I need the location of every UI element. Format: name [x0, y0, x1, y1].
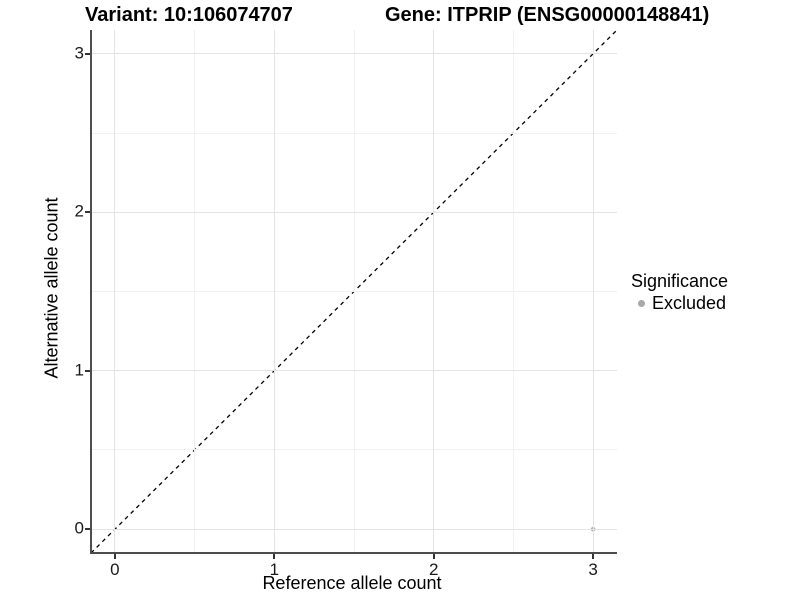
legend-item-label: Excluded: [652, 293, 727, 313]
y-tick-label: 1: [74, 360, 84, 380]
grid-major-h: [91, 528, 617, 530]
grid-minor-h: [91, 291, 617, 292]
plot-title-gene: Gene: ITPRIP (ENSG00000148841): [385, 4, 710, 26]
x-tick-mark: [592, 554, 595, 559]
legend-item-excluded: Excluded: [631, 293, 728, 314]
x-tick-label: 0: [110, 560, 120, 579]
legend-key: [631, 300, 652, 307]
grid-major-h: [91, 370, 617, 372]
x-tick-mark: [432, 554, 435, 559]
grid-major-h: [91, 211, 617, 213]
y-axis-title: Alternative allele count: [41, 197, 62, 379]
x-tick-label: 1: [269, 560, 280, 579]
y-tick-mark: [85, 528, 90, 531]
grid-major-v: [273, 30, 275, 553]
y-tick-mark: [85, 211, 90, 214]
x-tick-mark: [113, 554, 116, 559]
x-axis-line: [90, 552, 617, 554]
grid-major-v: [433, 30, 435, 553]
grid-major-v: [114, 30, 116, 553]
x-axis-title: Reference allele count: [262, 573, 442, 593]
grid-minor-h: [91, 449, 617, 451]
y-tick-label: 0: [74, 518, 84, 538]
y-tick-label: 3: [74, 43, 84, 63]
legend-point-icon: [638, 300, 645, 307]
legend: Significance Excluded: [631, 271, 728, 314]
x-tick-label: 2: [428, 560, 439, 579]
y-axis-line: [90, 30, 92, 554]
y-tick-mark: [85, 369, 90, 372]
x-tick-mark: [273, 554, 276, 559]
y-tick-mark: [85, 52, 90, 55]
x-tick-label: 3: [588, 560, 598, 579]
grid-minor-h: [91, 132, 617, 134]
grid-major-h: [91, 53, 617, 55]
legend-title: Significance: [631, 271, 729, 291]
plot-title-variant: Variant: 10:106074707: [85, 4, 293, 26]
grid-major-v: [592, 30, 594, 553]
y-tick-label: 2: [74, 201, 84, 221]
